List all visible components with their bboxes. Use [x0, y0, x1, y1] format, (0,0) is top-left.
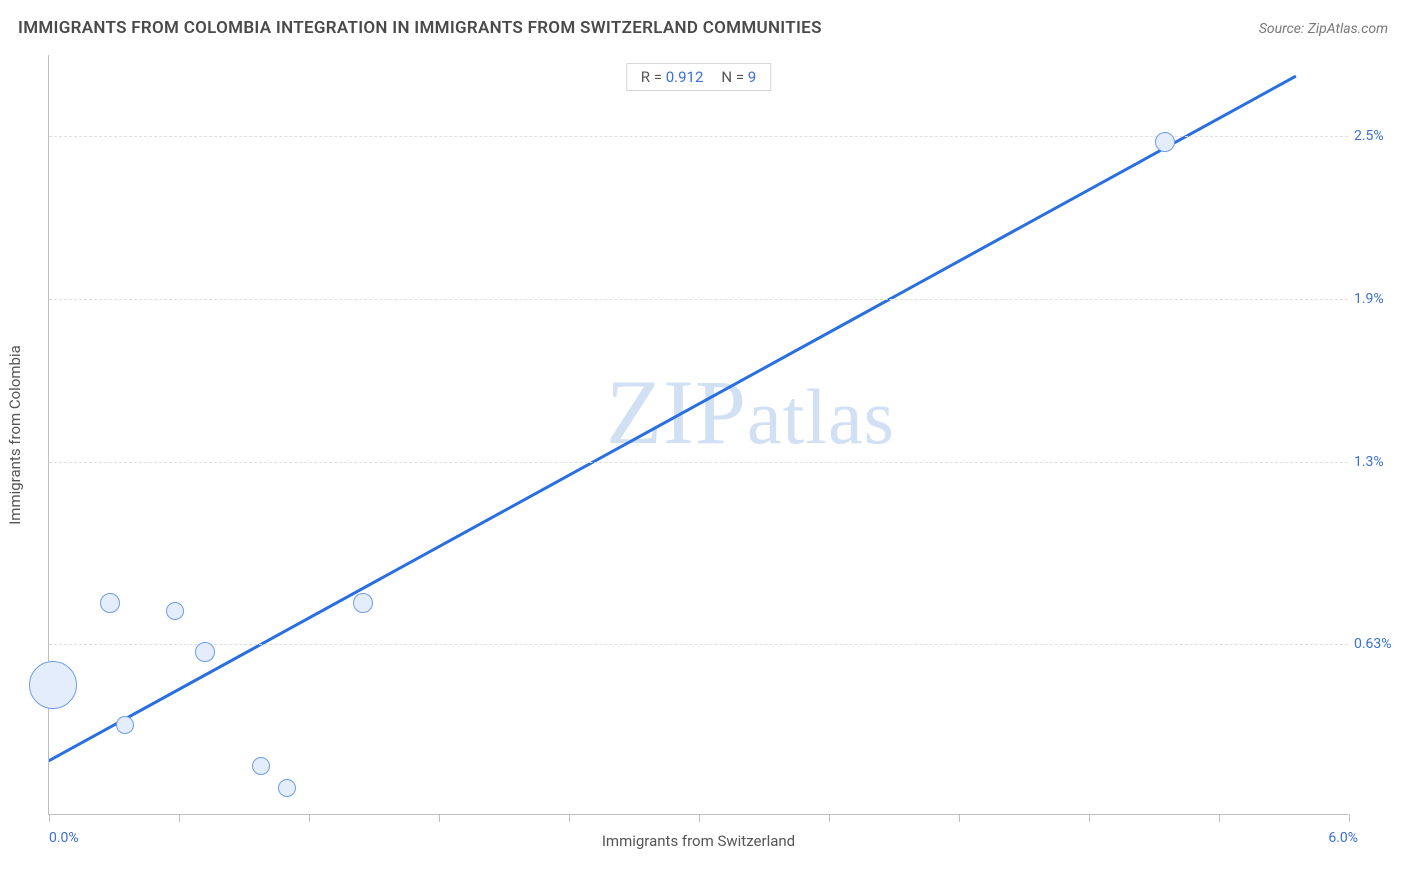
x-tick — [179, 814, 180, 822]
x-tick — [1349, 814, 1350, 822]
x-tick — [829, 814, 830, 822]
data-point — [29, 661, 77, 709]
x-tick — [49, 814, 50, 822]
y-tick-label: 1.3% — [1354, 454, 1404, 470]
n-value: 9 — [748, 68, 756, 86]
regression-line — [49, 55, 1348, 814]
r-label: R = — [641, 68, 662, 86]
data-point — [116, 716, 134, 734]
y-tick-label: 0.63% — [1354, 636, 1404, 652]
x-tick — [1219, 814, 1220, 822]
watermark-big: ZIP — [606, 361, 747, 463]
x-axis-end-label: 6.0% — [1328, 830, 1358, 846]
n-label: N = — [721, 68, 744, 86]
x-tick — [569, 814, 570, 822]
chart-header: IMMIGRANTS FROM COLOMBIA INTEGRATION IN … — [18, 18, 1388, 38]
stats-box: R = 0.912 N = 9 — [626, 63, 771, 91]
data-point — [252, 757, 270, 775]
data-point — [1155, 132, 1175, 152]
x-axis-title: Immigrants from Switzerland — [49, 832, 1348, 850]
r-stat: R = 0.912 — [641, 68, 704, 86]
data-point — [166, 602, 184, 620]
x-tick — [699, 814, 700, 822]
watermark: ZIPatlas — [606, 359, 895, 465]
x-tick — [439, 814, 440, 822]
data-point — [353, 593, 373, 613]
x-tick — [1089, 814, 1090, 822]
watermark-small: atlas — [747, 373, 895, 460]
y-tick-label: 2.5% — [1354, 128, 1404, 144]
x-tick — [959, 814, 960, 822]
scatter-plot: ZIPatlas R = 0.912 N = 9 Immigrants from… — [48, 55, 1348, 815]
gridline — [49, 462, 1348, 463]
chart-source: Source: ZipAtlas.com — [1259, 21, 1388, 37]
data-point — [100, 593, 120, 613]
data-point — [278, 779, 296, 797]
gridline — [49, 136, 1348, 137]
data-point — [195, 642, 215, 662]
x-tick — [309, 814, 310, 822]
y-tick-label: 1.9% — [1354, 291, 1404, 307]
y-axis-title: Immigrants from Colombia — [6, 345, 24, 525]
x-axis-start-label: 0.0% — [49, 830, 79, 846]
gridline — [49, 644, 1348, 645]
chart-title: IMMIGRANTS FROM COLOMBIA INTEGRATION IN … — [18, 18, 822, 38]
gridline — [49, 299, 1348, 300]
n-stat: N = 9 — [721, 68, 756, 86]
r-value: 0.912 — [666, 68, 704, 86]
